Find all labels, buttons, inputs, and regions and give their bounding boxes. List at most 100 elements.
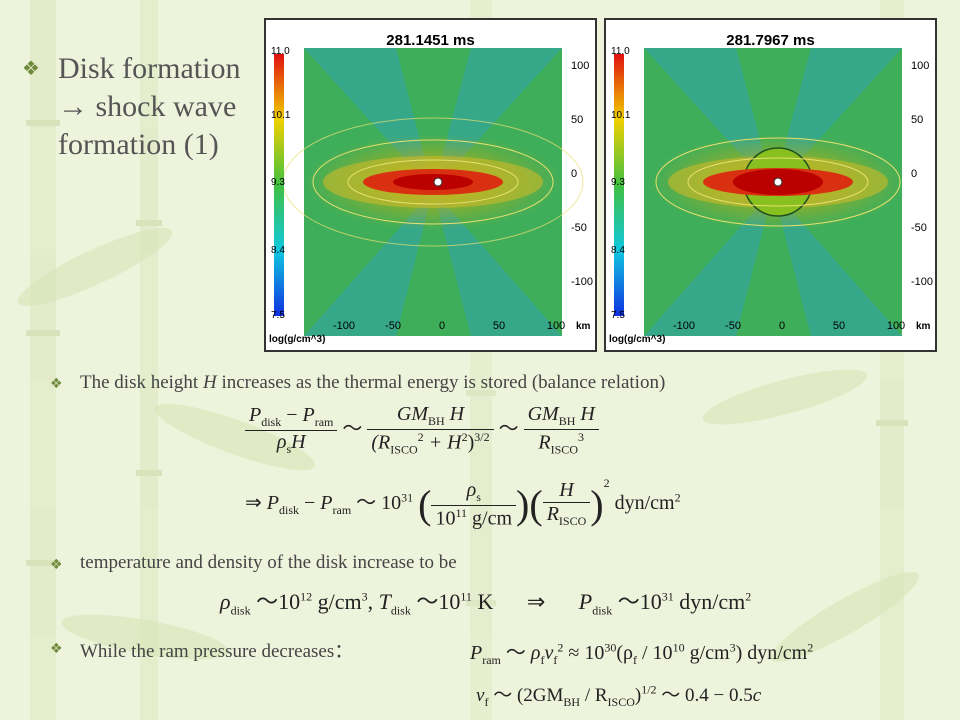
eq-term: 〜 0.4 − 0.5 bbox=[661, 685, 752, 706]
eq-term: T bbox=[379, 589, 391, 614]
title-line: → shock wave bbox=[58, 88, 240, 126]
fraction: GMBH H RISCO3 bbox=[524, 403, 599, 458]
eq-term: 10 bbox=[438, 589, 460, 614]
eq-relation: 〜 bbox=[256, 589, 278, 614]
eq-term: P bbox=[470, 642, 482, 664]
eq-sub: f bbox=[484, 695, 488, 709]
eq-term: R bbox=[547, 503, 559, 525]
colorbar-tick: 9.3 bbox=[271, 177, 285, 188]
eq-sup: 1/2 bbox=[641, 683, 656, 697]
eq-term: H bbox=[291, 431, 305, 453]
eq-term: c bbox=[753, 685, 761, 706]
eq-sup: 2 bbox=[675, 490, 681, 504]
bullet-icon: ❖ bbox=[50, 557, 63, 573]
eq-term: (R bbox=[371, 432, 390, 454]
eq-sup: 2 bbox=[807, 640, 813, 654]
bullet-text-3: While the ram pressure decreases： bbox=[80, 636, 353, 663]
y-tick: -50 bbox=[911, 222, 927, 234]
colorbar-tick: 8.4 bbox=[611, 245, 625, 256]
eq-term: GM bbox=[528, 403, 559, 425]
colorbar-tick: 9.3 bbox=[611, 177, 625, 188]
x-unit-label: km bbox=[576, 321, 590, 332]
eq-sup: 2 bbox=[604, 476, 610, 490]
eq-term: P bbox=[249, 404, 261, 426]
eq-sub: ISCO bbox=[608, 695, 635, 709]
density-map-graphic bbox=[606, 20, 939, 354]
eq-sup: 3 bbox=[578, 430, 584, 444]
eq-term: (2GM bbox=[517, 685, 563, 706]
eq-unit: dyn/cm bbox=[615, 492, 675, 514]
title-line: formation (1) bbox=[58, 126, 240, 164]
colorbar-tick: 7.5 bbox=[271, 310, 285, 321]
eq-term: ≈ 10 bbox=[563, 642, 604, 664]
x-tick: 50 bbox=[493, 320, 505, 332]
eq-relation: 〜 bbox=[356, 492, 376, 514]
y-tick: 100 bbox=[571, 60, 589, 72]
equation-free-fall-velocity: vf 〜 (2GMBH / RISCO)1/2 〜 0.4 − 0.5c bbox=[476, 680, 761, 710]
eq-relation: 〜 bbox=[342, 418, 362, 440]
colorbar-tick: 10.1 bbox=[271, 110, 290, 121]
y-tick: 50 bbox=[571, 114, 583, 126]
slide-title: Disk formation → shock wave formation (1… bbox=[58, 50, 240, 164]
y-tick: 0 bbox=[911, 168, 917, 180]
eq-term: ρ bbox=[277, 431, 287, 453]
colorbar-tick: 7.5 bbox=[611, 310, 625, 321]
y-tick: -50 bbox=[571, 222, 587, 234]
bullet-text-1: The disk height H increases as the therm… bbox=[80, 372, 665, 394]
eq-sup: 11 bbox=[455, 506, 467, 520]
eq-sup: 2 bbox=[745, 590, 751, 604]
x-tick: -100 bbox=[333, 320, 355, 332]
eq-term: 10 bbox=[640, 589, 662, 614]
bullet-text-part: The disk height bbox=[80, 372, 203, 393]
density-plot-2: 281.7967 ms 11.0 10.1 9.3 8.4 7.5 log(g/… bbox=[604, 18, 937, 352]
implies-arrow: ⇒ bbox=[245, 492, 262, 514]
x-tick: 100 bbox=[887, 320, 905, 332]
eq-sup: 3/2 bbox=[474, 430, 489, 444]
eq-sub: ram bbox=[315, 415, 334, 429]
eq-sub: ram bbox=[482, 653, 501, 667]
eq-sub: disk bbox=[261, 415, 281, 429]
eq-sup: 10 bbox=[673, 640, 685, 654]
bullet-text-part: increases as the thermal energy is store… bbox=[217, 372, 666, 393]
eq-sup: 31 bbox=[662, 590, 674, 604]
eq-term: H bbox=[575, 403, 594, 425]
x-tick: -100 bbox=[673, 320, 695, 332]
colorbar-tick: 11.0 bbox=[271, 46, 290, 57]
fraction: ρs 1011 g/cm bbox=[431, 479, 516, 531]
y-tick: -100 bbox=[571, 276, 593, 288]
eq-op: − bbox=[299, 492, 320, 514]
density-plot-1: 281.1451 ms 11.0 10.1 9.3 8.4 7.5 log(g/… bbox=[264, 18, 597, 352]
implies-arrow: ⇒ bbox=[527, 589, 545, 614]
eq-unit: dyn/cm bbox=[674, 589, 746, 614]
equation-pressure-difference: ⇒ Pdisk − Pram 〜 1031 ( ρs 1011 g/cm )( … bbox=[245, 476, 681, 530]
y-tick: -100 bbox=[911, 276, 933, 288]
eq-unit: g/cm bbox=[467, 507, 512, 529]
x-tick: -50 bbox=[385, 320, 401, 332]
eq-sub: s bbox=[476, 490, 481, 504]
colorbar-unit-label: log(g/cm^3) bbox=[269, 334, 325, 345]
eq-sup: 11 bbox=[460, 590, 472, 604]
eq-term: + H bbox=[424, 432, 462, 454]
eq-sep: , bbox=[368, 589, 379, 614]
bullet-text-var: H bbox=[203, 372, 217, 393]
eq-term: ρ bbox=[467, 479, 477, 501]
eq-sub: BH bbox=[428, 414, 445, 428]
eq-sub: ISCO bbox=[390, 443, 417, 457]
title-line: Disk formation bbox=[58, 50, 240, 88]
fraction: H RISCO bbox=[543, 479, 591, 529]
eq-term: / R bbox=[580, 685, 607, 706]
eq-unit: g/cm bbox=[312, 589, 362, 614]
eq-sub: ISCO bbox=[551, 443, 578, 457]
eq-sub: disk bbox=[279, 503, 299, 517]
eq-sub: disk bbox=[231, 603, 251, 617]
x-tick: 0 bbox=[439, 320, 445, 332]
eq-term: P bbox=[320, 492, 332, 514]
plot-time-label: 281.7967 ms bbox=[606, 32, 935, 49]
eq-unit: K bbox=[472, 589, 493, 614]
bullet-icon: ❖ bbox=[50, 376, 63, 392]
eq-sub: ram bbox=[333, 503, 352, 517]
eq-sup: 30 bbox=[604, 640, 616, 654]
eq-sup: 31 bbox=[401, 490, 413, 504]
eq-relation: 〜 bbox=[499, 418, 519, 440]
eq-relation: 〜 bbox=[493, 685, 512, 706]
